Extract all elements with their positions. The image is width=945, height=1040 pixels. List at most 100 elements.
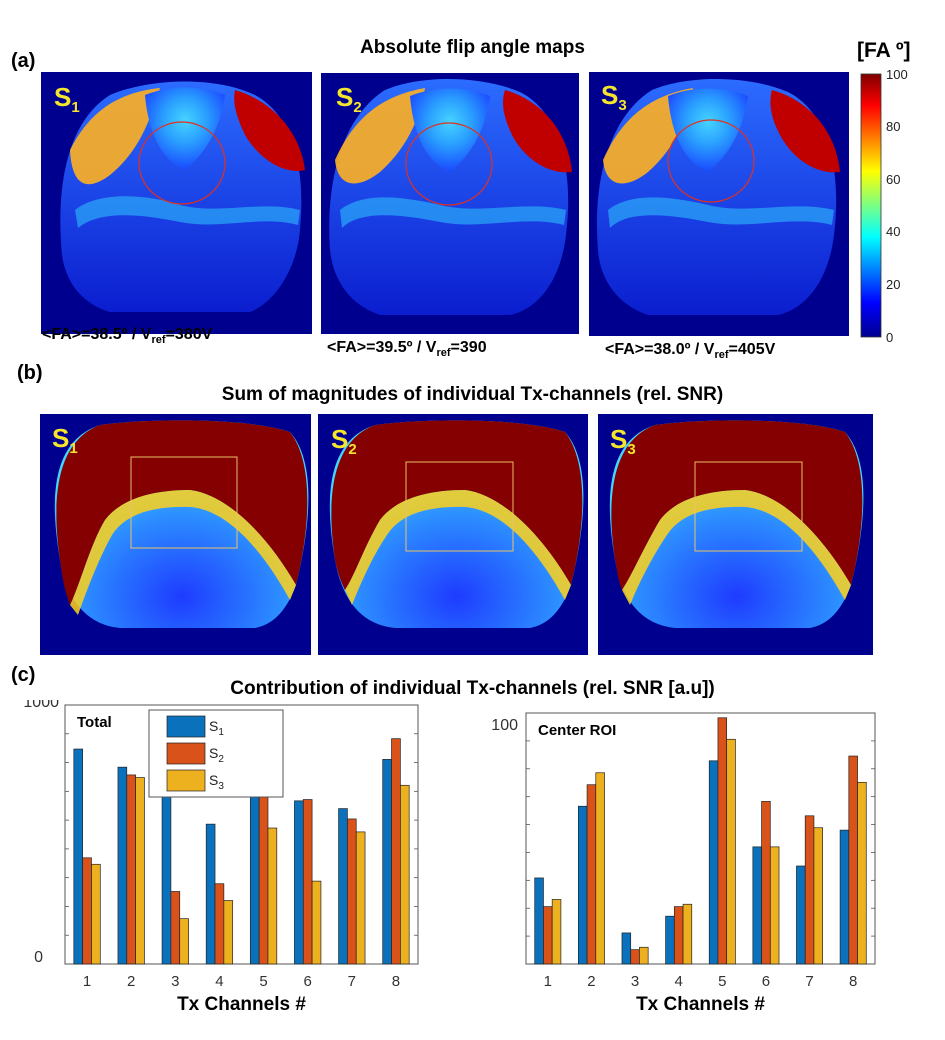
ytick-label-1000-0: 1000 [23,700,59,711]
fa-map-s3 [589,72,849,336]
xtick-label-1-2: 3 [631,973,639,990]
bar-0-S3-3 [179,918,189,965]
bar-1-S3-3 [639,946,649,965]
bar-1-S3-2 [595,772,605,965]
xtick-label-1-0: 1 [544,973,552,990]
map-tag-b2: S2 [331,424,357,459]
map-tag-a1: S1 [54,82,80,117]
snr-map-s3 [598,414,873,655]
bar-1-S3-7 [813,827,823,965]
bar-1-S1-2 [577,805,588,965]
bar-0-S1-8 [382,759,392,965]
bar-1-S1-8 [839,829,850,965]
bar-0-S2-2 [126,774,136,965]
xlabel-1: Tx Channels # [636,994,765,1015]
bar-1-S1-3 [621,932,632,965]
fa-caption-s3: <FA>=38.0º / Vref=405V [605,341,776,362]
xtick-label-1-4: 5 [718,973,726,990]
chart-total: 1 2 3 4 5 6 7 8 0 1000 Total Tx Channels # S1 S2 S3 [23,700,419,1015]
xtick-label-0-3: 4 [215,973,223,990]
xtick-label-1-5: 6 [762,973,770,990]
bar-0-S2-7 [347,818,357,965]
bar-0-S1-5 [249,787,260,965]
colorbar [860,73,882,338]
map-tag-a2: S2 [336,82,362,117]
xtick-label-0-5: 6 [304,973,312,990]
ytick-label-100-1: 100 [491,717,518,734]
bar-1-S3-6 [769,846,780,965]
bar-0-S2-4 [214,883,225,965]
bar-1-S2-3 [630,949,640,965]
panel-label-b: (b) [17,362,43,384]
bar-1-S3-1 [551,899,562,965]
fa-map-s1 [41,72,312,334]
bar-1-S1-7 [796,865,806,965]
bar-1-S2-7 [804,815,815,965]
bar-1-S1-4 [665,915,675,965]
legend-swatch-S2 [166,742,206,765]
xtick-label-0-2: 3 [171,973,179,990]
section-a-title: Absolute flip angle maps [360,37,585,58]
panel-label-c: (c) [11,664,36,686]
xtick-label-0-4: 5 [259,973,267,990]
bar-1-S2-4 [673,906,684,965]
map-tag-b3: S3 [610,424,636,459]
colorbar-tick-20: 20 [886,277,901,292]
bar-1-S3-8 [857,781,867,965]
bar-1-S2-2 [586,784,597,965]
snr-map-s2 [318,414,588,655]
ytick-label-0-0: 0 [34,949,43,966]
bar-0-S3-8 [400,784,410,965]
bar-1-S2-6 [761,801,771,965]
map-tag-b1: S1 [52,423,78,458]
xtick-label-0-0: 1 [83,973,91,990]
bar-1-S1-6 [752,846,762,965]
bar-0-S1-3 [161,792,172,965]
bar-1-S2-5 [717,717,728,965]
fa-caption-s2: <FA>=39.5º / Vref=390 [327,339,487,360]
section-c-title: Contribution of individual Tx-channels (… [230,678,715,699]
bar-1-S3-4 [682,903,693,965]
bar-0-S2-5 [258,795,269,965]
fa-map-s2 [321,73,579,334]
xtick-label-1-1: 2 [587,973,595,990]
chart-title-0: Total [77,714,112,731]
xtick-label-1-3: 4 [675,973,683,990]
xtick-label-0-6: 7 [348,973,356,990]
legend-label-S3: S3 [209,772,224,792]
colorbar-tick-40: 40 [886,224,901,239]
xtick-label-0-7: 8 [392,973,400,990]
bar-0-S2-1 [82,857,92,965]
section-b-title: Sum of magnitudes of individual Tx-chann… [221,384,724,405]
bar-1-S2-8 [848,755,858,965]
bar-1-S3-5 [726,738,736,965]
bar-0-S3-2 [135,777,145,965]
legend-swatch-S3 [166,769,206,792]
bar-0-S3-6 [311,880,322,965]
bar-0-S3-4 [223,900,234,965]
chart-center-roi: 1 2 3 4 5 6 7 8 100 Center ROI Tx Channels # [491,712,876,1015]
bar-0-S2-6 [302,799,313,965]
legend-label-S2: S2 [209,745,224,765]
colorbar-title: [FA º] [857,39,911,62]
bar-1-S1-1 [534,877,544,965]
bar-0-S3-5 [267,827,278,965]
bar-0-S1-1 [73,748,83,965]
legend-label-S1: S1 [209,718,224,738]
bar-0-S3-1 [91,863,101,965]
colorbar-tick-80: 80 [886,119,901,134]
xlabel-0: Tx Channels # [177,994,306,1015]
fa-caption-s1: <FA>=38.5º / Vref=380V [42,326,213,347]
bar-0-S1-6 [294,800,304,965]
chart-title-1: Center ROI [538,722,616,739]
bar-0-S2-3 [170,891,181,965]
map-tag-a3: S3 [601,80,627,115]
colorbar-tick-0: 0 [886,330,894,345]
panel-label-a: (a) [11,50,36,72]
bar-0-S1-4 [205,823,216,965]
bar-1-S1-5 [708,760,719,965]
xtick-label-1-6: 7 [805,973,813,990]
bar-0-S1-2 [117,766,128,965]
colorbar-tick-60: 60 [886,172,901,187]
